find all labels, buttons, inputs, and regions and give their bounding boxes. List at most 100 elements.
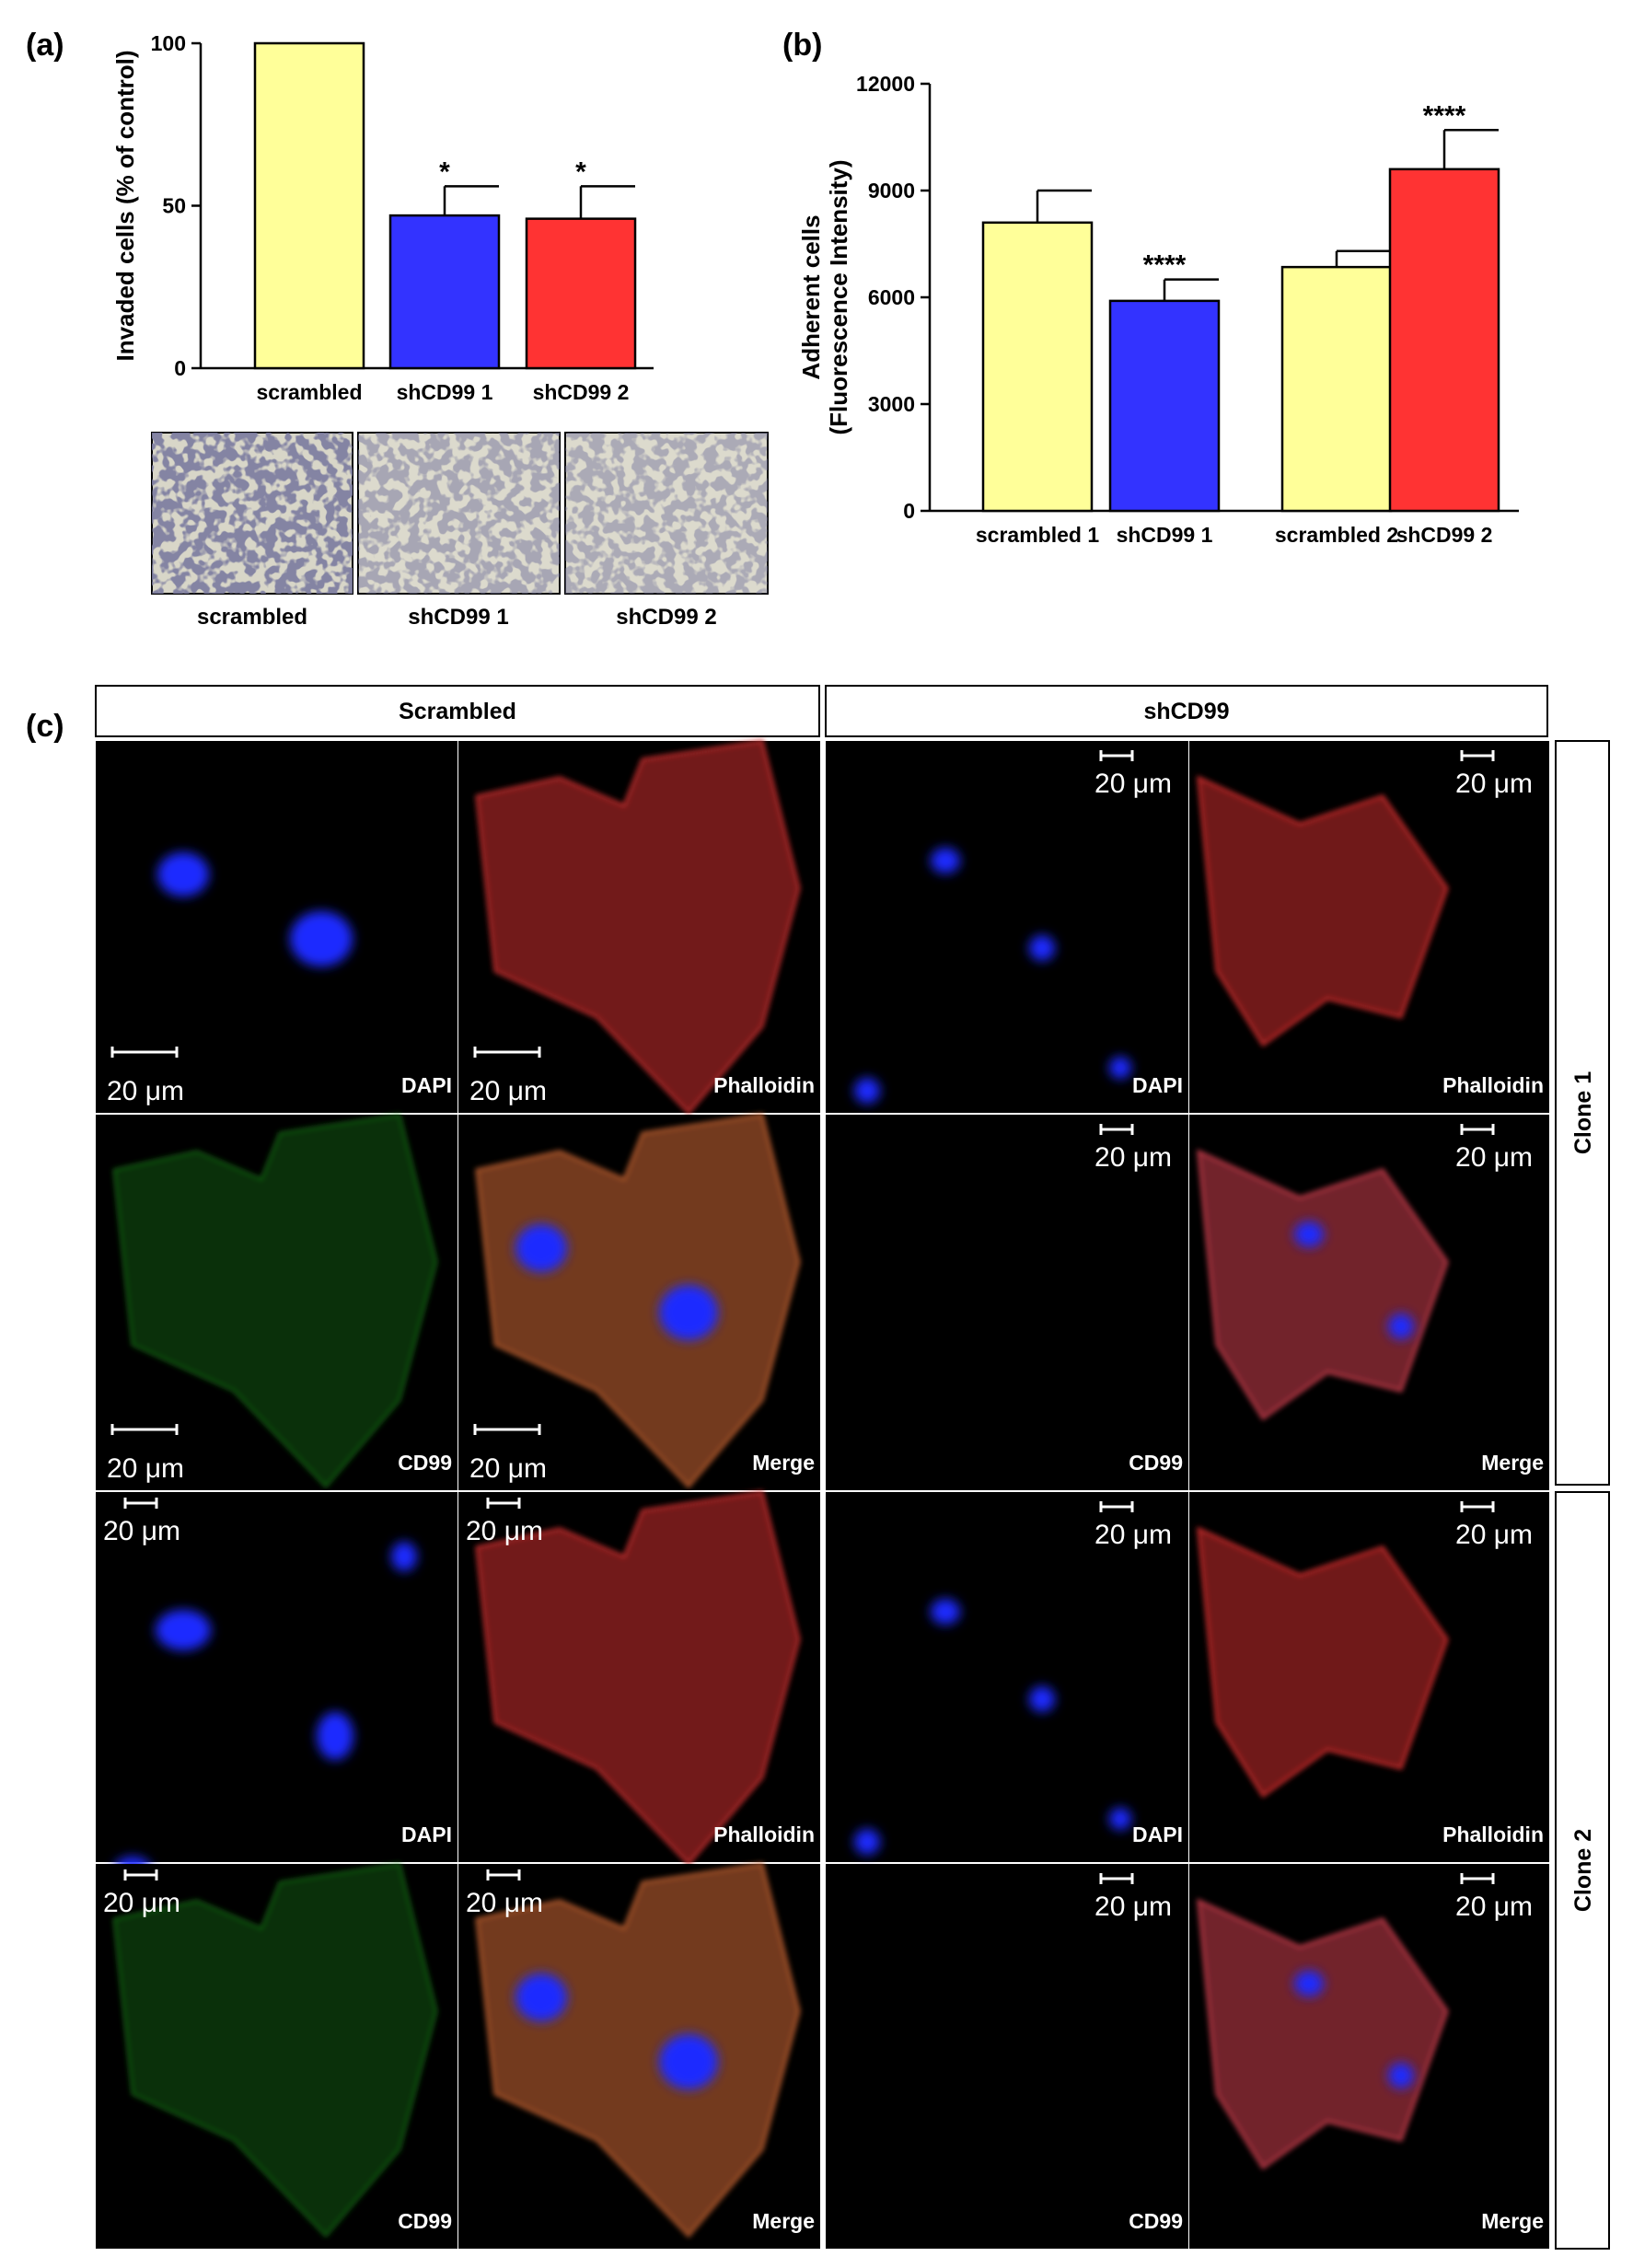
y-axis-title: Invaded cells (% of control) [111, 50, 139, 361]
cell-body [1197, 1149, 1449, 1421]
micrograph-r3-c3: 20 μm DAPI [826, 1492, 1188, 1862]
stain-label-dapi: DAPI [401, 1073, 452, 1097]
nucleus [1294, 1971, 1324, 1996]
category-label-scrambled-2: scrambled 2 [1275, 523, 1398, 547]
scale-bar-label: 20 μm [466, 1516, 543, 1546]
y-tick-label-0: 0 [174, 356, 186, 380]
scale-bar-label: 20 μm [1094, 1142, 1172, 1173]
scale-bar-label: 20 μm [1094, 769, 1172, 799]
micrograph-r1-c4: 20 μm Phalloidin [1189, 741, 1549, 1113]
panel-b-label: (b) [782, 28, 822, 63]
scale-bar-label: 20 μm [1094, 1892, 1172, 1922]
bar-scrambled [253, 41, 365, 370]
micrograph-r3-c1: 20 μm DAPI [96, 1492, 457, 1882]
bar-scrambled-2 [1280, 265, 1393, 513]
stain-label-merge: Merge [752, 1451, 815, 1475]
significance-shcd99-1: * [439, 156, 450, 187]
nucleus [290, 911, 353, 966]
nucleus [659, 1285, 718, 1340]
chart-adherent-cells: 0 3000 6000 9000 12000 scrambled 1 **** shCD99 … [797, 72, 1519, 547]
chart-invaded-cells: 0 50 100 scrambled * shCD99 1 * shCD99 2 Invaded… [111, 31, 654, 404]
stain-label-phalloidin: Phalloidin [713, 1822, 815, 1846]
category-label-shcd99-1: shCD99 1 [397, 380, 493, 404]
cell-body [112, 1862, 438, 2238]
stain-label-cd99: CD99 [398, 2209, 452, 2233]
clone-1-bracket: Clone 1 [1555, 740, 1610, 1486]
bar-shcd99-2 [1388, 168, 1500, 513]
thumbnail-shcd99-1 [357, 432, 561, 595]
stain-label-dapi: DAPI [401, 1822, 452, 1846]
bar-shcd99-1 [388, 214, 501, 370]
nucleus [1109, 1057, 1131, 1079]
nucleus [931, 848, 960, 874]
nucleus [1109, 1808, 1131, 1830]
y-tick-label-50: 50 [162, 194, 186, 218]
nucleus [515, 1973, 567, 2021]
stain-label-merge: Merge [752, 2209, 815, 2233]
nucleus [931, 1599, 960, 1625]
clone-1-label: Clone 1 [1570, 1071, 1596, 1154]
microscopy-grid: 20 μm DAPI 20 μm Phalloidin 20 μm DAPI 20 μm Ph… [96, 739, 1549, 2249]
y-tick-label-0: 0 [903, 499, 915, 523]
nucleus [157, 852, 209, 897]
stain-label-phalloidin: Phalloidin [713, 1073, 815, 1097]
category-label-scrambled-1: scrambled 1 [976, 523, 1099, 547]
stain-label-dapi: DAPI [1132, 1822, 1183, 1846]
nucleus [156, 1610, 211, 1650]
column-header-scrambled: Scrambled [95, 685, 820, 737]
thumbnail-label-scrambled: scrambled [197, 605, 307, 630]
stain-label-cd99: CD99 [1129, 1451, 1183, 1475]
micrograph-r3-c2: 20 μm Phalloidin [458, 1490, 820, 1867]
thumbnail-label-shcd99-2: shCD99 2 [616, 605, 716, 630]
cell-body [1197, 1526, 1449, 1799]
micrograph-background [96, 741, 457, 1113]
micrograph-r1-c3: 20 μm DAPI [826, 741, 1188, 1113]
y-axis-title-2: (Fluorescence Intensity) [825, 159, 852, 434]
scale-bar-label: 20 μm [1455, 1520, 1533, 1550]
scale-bar-label: 20 μm [1455, 769, 1533, 799]
nucleus [659, 2034, 718, 2089]
micrograph-background [826, 741, 1188, 1113]
nucleus [1029, 1686, 1055, 1712]
cell-body [475, 1113, 801, 1489]
micrograph-background [826, 1115, 1188, 1490]
clone-2-label: Clone 2 [1570, 1829, 1596, 1912]
bar-scrambled-1 [981, 221, 1094, 513]
stain-label-merge: Merge [1481, 2209, 1544, 2233]
scale-bar-label: 20 μm [1455, 1892, 1533, 1922]
micrograph-background [826, 1492, 1188, 1862]
nucleus [854, 1829, 880, 1855]
nucleus [1029, 935, 1055, 961]
y-tick-label-12000: 12000 [856, 72, 915, 96]
micrograph-r4-c3: 20 μm CD99 [826, 1864, 1188, 2249]
micrograph-r2-c4: 20 μm Merge [1189, 1115, 1549, 1490]
stain-label-merge: Merge [1481, 1451, 1544, 1475]
micrograph-r4-c1: 20 μm CD99 [96, 1862, 457, 2249]
stain-label-dapi: DAPI [1132, 1073, 1183, 1097]
y-tick-label-3000: 3000 [868, 392, 915, 416]
y-tick-label-100: 100 [151, 31, 186, 55]
header-scrambled: Scrambled [399, 699, 516, 724]
nucleus [854, 1078, 880, 1104]
bar-shcd99-2 [525, 217, 637, 370]
y-axis-title: Adherent cells [797, 214, 825, 379]
micrograph-r2-c1: 20 μm CD99 [96, 1113, 457, 1490]
column-header-shcd99: shCD99 [825, 685, 1548, 737]
nucleus [1388, 2063, 1414, 2089]
significance-shcd99-2: * [575, 156, 586, 187]
micrograph-r1-c2: 20 μm Phalloidin [458, 739, 820, 1116]
category-label-scrambled: scrambled [256, 380, 362, 404]
cell-body [1197, 1898, 1449, 2170]
scale-bar-label: 20 μm [466, 1888, 543, 1918]
nucleus [1388, 1313, 1414, 1339]
header-shcd99: shCD99 [1143, 699, 1229, 724]
thumbnail-label-shcd99-1: shCD99 1 [408, 605, 508, 630]
panel-a-label: (a) [26, 28, 64, 63]
y-tick-label-9000: 9000 [868, 179, 915, 202]
scale-bar-label: 20 μm [107, 1453, 184, 1484]
thumbnail-scrambled [151, 432, 353, 595]
scale-bar-label: 20 μm [107, 1076, 184, 1106]
nucleus [515, 1224, 567, 1272]
micrograph-r2-c2: 20 μm Merge [458, 1113, 820, 1490]
